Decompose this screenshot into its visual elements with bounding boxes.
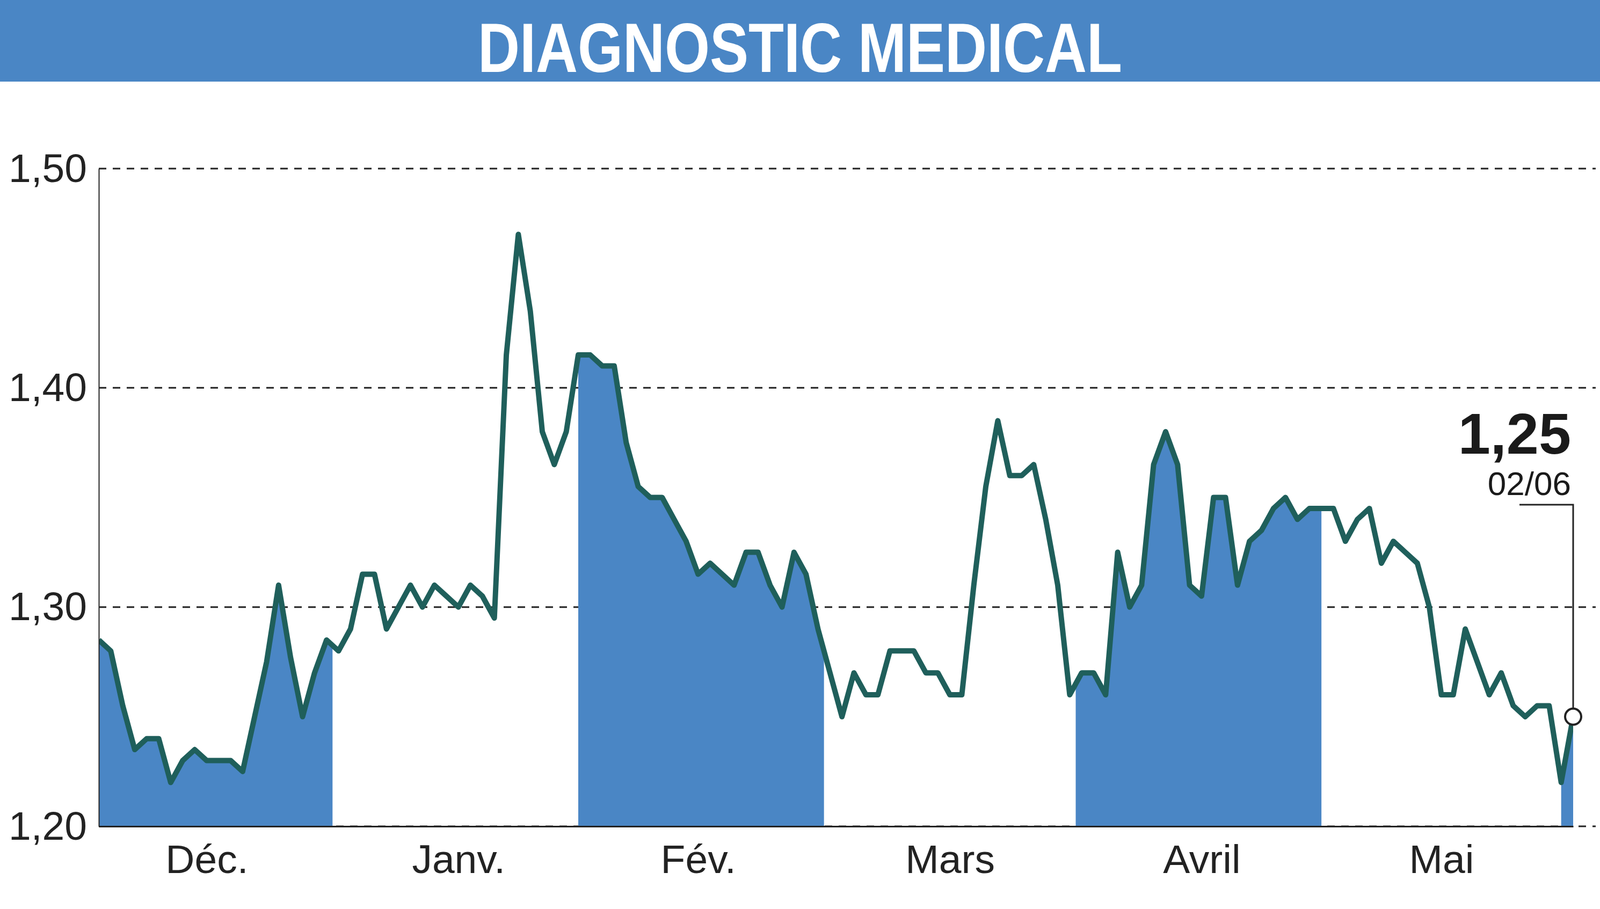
annotation-value: 1,25 (1458, 401, 1572, 467)
y-tick-label: 1,50 (8, 145, 87, 191)
y-tick-label: 1,30 (8, 583, 87, 629)
x-tick: Mai (1408, 826, 1474, 882)
grid (98, 168, 1596, 827)
x-tick-label: Déc. (165, 836, 249, 882)
x-tick-label: Avril (1162, 836, 1241, 882)
x-tick-label: Mai (1408, 836, 1474, 882)
grid-line (98, 168, 1596, 170)
annotation: 1,2502/06 (1458, 401, 1582, 725)
y-tick-label: 1,40 (8, 364, 87, 410)
price-line (98, 234, 1574, 783)
month-area (98, 234, 1574, 827)
x-tick: Avril (1162, 826, 1241, 882)
y-axis-line (98, 169, 100, 827)
x-tick: Fév. (660, 826, 737, 882)
plot-area (98, 234, 1574, 827)
x-tick: Mars (905, 826, 995, 882)
grid-line (98, 387, 1596, 389)
x-axis: Déc. Janv. Fév. Mars Avril Mai (99, 826, 1574, 882)
x-axis-line (99, 825, 1574, 828)
y-tick: 1,50 (8, 145, 99, 191)
title: DIAGNOSTIC MEDICAL (477, 8, 1123, 87)
last-point (1565, 708, 1582, 725)
y-axis: 1,20 1,30 1,40 1,50 (8, 145, 99, 849)
grid-line (98, 606, 1596, 608)
x-tick: Janv. (411, 826, 506, 882)
y-tick-label: 1,20 (8, 803, 87, 849)
y-tick: 1,30 (8, 583, 99, 629)
x-tick-label: Janv. (411, 836, 506, 882)
y-tick: 1,20 (8, 803, 99, 849)
leader-line (1519, 504, 1574, 709)
annotation-date: 02/06 (1487, 464, 1572, 503)
x-tick-label: Mars (905, 836, 995, 882)
x-tick-label: Fév. (660, 836, 737, 882)
y-tick: 1,40 (8, 364, 99, 410)
chart-container: DIAGNOSTIC MEDICAL 1,20 1,30 1,40 1,50 Déc. Ja… (0, 0, 1600, 909)
x-tick: Déc. (165, 826, 249, 882)
chart-svg: DIAGNOSTIC MEDICAL 1,20 1,30 1,40 1,50 Déc. Ja… (0, 0, 1600, 909)
